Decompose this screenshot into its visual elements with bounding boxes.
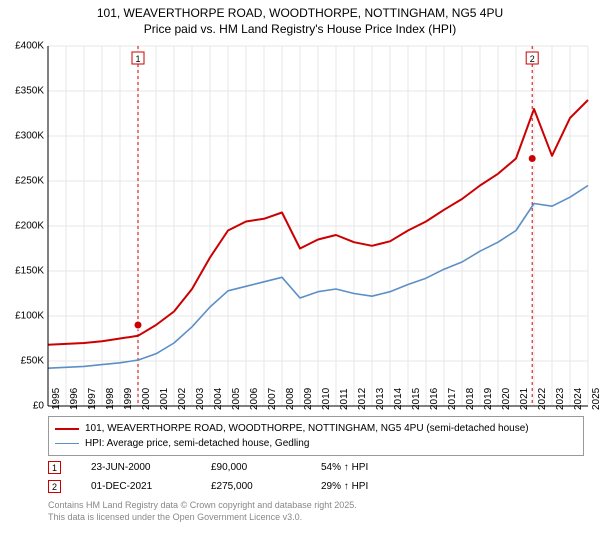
legend-label-hpi: HPI: Average price, semi-detached house,… xyxy=(85,436,309,451)
svg-text:2: 2 xyxy=(530,54,535,64)
y-tick-label: £400K xyxy=(0,41,44,52)
legend-row-hpi: HPI: Average price, semi-detached house,… xyxy=(55,436,577,451)
chart-container: 101, WEAVERTHORPE ROAD, WOODTHORPE, NOTT… xyxy=(0,0,600,560)
marker-pct-1: 54% ↑ HPI xyxy=(321,462,441,473)
y-tick-label: £150K xyxy=(0,266,44,277)
legend-label-price: 101, WEAVERTHORPE ROAD, WOODTHORPE, NOTT… xyxy=(85,421,529,436)
chart-title: 101, WEAVERTHORPE ROAD, WOODTHORPE, NOTT… xyxy=(0,0,600,37)
y-tick-label: £50K xyxy=(0,356,44,367)
y-tick-label: £0 xyxy=(0,401,44,412)
footer-line2: This data is licensed under the Open Gov… xyxy=(48,512,357,524)
legend: 101, WEAVERTHORPE ROAD, WOODTHORPE, NOTT… xyxy=(48,416,584,456)
marker-date-1: 23-JUN-2000 xyxy=(91,462,181,473)
marker-pct-2: 29% ↑ HPI xyxy=(321,481,441,492)
y-tick-label: £300K xyxy=(0,131,44,142)
title-line2: Price paid vs. HM Land Registry's House … xyxy=(0,22,600,38)
legend-swatch-price xyxy=(55,428,79,430)
marker-date-2: 01-DEC-2021 xyxy=(91,481,181,492)
y-tick-label: £200K xyxy=(0,221,44,232)
marker-price-2: £275,000 xyxy=(211,481,291,492)
marker-row-1: 1 23-JUN-2000 £90,000 54% ↑ HPI xyxy=(48,458,584,477)
footer-line1: Contains HM Land Registry data © Crown c… xyxy=(48,500,357,512)
marker-badge-2: 2 xyxy=(48,480,61,493)
marker-table: 1 23-JUN-2000 £90,000 54% ↑ HPI 2 01-DEC… xyxy=(48,458,584,496)
title-line1: 101, WEAVERTHORPE ROAD, WOODTHORPE, NOTT… xyxy=(0,6,600,22)
y-tick-label: £100K xyxy=(0,311,44,322)
y-tick-label: £250K xyxy=(0,176,44,187)
legend-swatch-hpi xyxy=(55,443,79,444)
marker-row-2: 2 01-DEC-2021 £275,000 29% ↑ HPI xyxy=(48,477,584,496)
legend-row-price: 101, WEAVERTHORPE ROAD, WOODTHORPE, NOTT… xyxy=(55,421,577,436)
marker-badge-1: 1 xyxy=(48,461,61,474)
chart-plot-area: 12 1995199619971998199920002001200220032… xyxy=(48,46,588,406)
x-tick-label: 2025 xyxy=(591,388,600,410)
svg-text:1: 1 xyxy=(135,54,140,64)
y-tick-label: £350K xyxy=(0,86,44,97)
footer-attribution: Contains HM Land Registry data © Crown c… xyxy=(48,500,357,523)
marker-price-1: £90,000 xyxy=(211,462,291,473)
